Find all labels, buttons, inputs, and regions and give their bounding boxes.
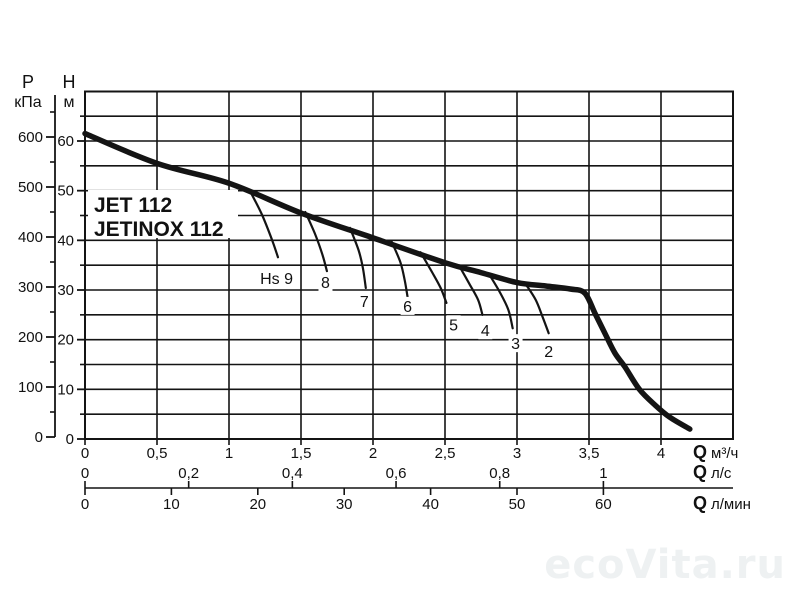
hs-curve-label: 7 bbox=[360, 294, 369, 311]
flow-axis-tick-label: 2,5 bbox=[435, 445, 456, 462]
pressure-axis-tick-label: 500 bbox=[18, 179, 43, 196]
flow-axis-tick-label: 0 bbox=[81, 496, 89, 513]
head-axis-tick-label: 40 bbox=[57, 232, 74, 249]
flow-axis-tick-label: 0,6 bbox=[386, 465, 407, 482]
flow-axis-tick-label: 2 bbox=[369, 445, 377, 462]
hs-label-background bbox=[253, 269, 300, 288]
hs-curve-6 bbox=[390, 240, 409, 299]
head-axis-unit: м bbox=[64, 94, 75, 111]
pressure-axis-tick-label: 100 bbox=[18, 379, 43, 396]
hs-curve-label: 2 bbox=[544, 344, 553, 361]
hs-curve-label: 5 bbox=[449, 317, 458, 334]
model-name-jet-112: JET 112 bbox=[94, 194, 172, 217]
pressure-axis-tick-label: 200 bbox=[18, 329, 43, 346]
hs-curve-label: 4 bbox=[481, 323, 490, 340]
hs-label-background bbox=[478, 321, 493, 340]
pressure-axis-unit: кПа bbox=[14, 94, 42, 111]
hs-label-background bbox=[400, 296, 415, 315]
hs-curve-7 bbox=[348, 226, 367, 290]
pressure-axis-tick-label: 0 bbox=[35, 429, 43, 446]
pressure-axis-tick-label: 300 bbox=[18, 279, 43, 296]
hs-curve-label: 3 bbox=[511, 336, 520, 353]
head-axis-tick-label: 20 bbox=[57, 332, 74, 349]
flow-axis-tick-label: 0,5 bbox=[147, 445, 168, 462]
head-axis-tick-label: 50 bbox=[57, 183, 74, 200]
hs-label-background bbox=[541, 342, 556, 361]
pressure-axis-name: P bbox=[22, 72, 34, 92]
flow-axis-tick-label: 0 bbox=[81, 445, 89, 462]
flow-axis-tick-label: 50 bbox=[509, 496, 526, 513]
head-axis-tick-label: 60 bbox=[57, 133, 74, 150]
hs-curve-label: 6 bbox=[403, 299, 412, 316]
hs-label-background bbox=[318, 273, 333, 292]
model-name-jetinox-112: JETINOX 112 bbox=[94, 218, 224, 241]
flow-axis-tick-label: 4 bbox=[657, 445, 665, 462]
model-label-background bbox=[88, 190, 238, 238]
hs-label-background bbox=[508, 334, 523, 353]
flow-axis-tick-label: 3,5 bbox=[579, 445, 600, 462]
hs-label-background bbox=[446, 315, 461, 334]
hs-curve-4 bbox=[458, 265, 484, 316]
flow-axis-tick-label: 1,5 bbox=[291, 445, 312, 462]
hs-curve-2 bbox=[524, 282, 550, 335]
hs-curve-5 bbox=[419, 251, 448, 305]
flow-axis-tick-label: 10 bbox=[163, 496, 180, 513]
flow-axis-tick-label: 0,8 bbox=[489, 465, 510, 482]
flow-axis-tick-label: 40 bbox=[422, 496, 439, 513]
flow-axis-tick-label: 0 bbox=[81, 465, 89, 482]
flow-axis-tick-label: 30 bbox=[336, 496, 353, 513]
flow-axis-tick-label: 60 bbox=[595, 496, 612, 513]
hs-curve-label: Hs 9 bbox=[260, 271, 293, 288]
hs-curve-label: 8 bbox=[321, 275, 330, 292]
flow-axis-tick-label: 20 bbox=[249, 496, 266, 513]
hs-label-background bbox=[357, 291, 372, 310]
hs-curve-9 bbox=[249, 191, 280, 259]
hs-curve-3 bbox=[488, 273, 514, 330]
main-pump-curve bbox=[82, 130, 693, 432]
head-axis-tick-label: 0 bbox=[66, 431, 74, 448]
flow-axis-tick-label: 0,2 bbox=[178, 465, 199, 482]
flow-axis-tick-label: 0,4 bbox=[282, 465, 303, 482]
pressure-axis-tick-label: 400 bbox=[18, 229, 43, 246]
head-axis-tick-label: 10 bbox=[57, 381, 74, 398]
flow-axis-tick-label: 1 bbox=[225, 445, 233, 462]
flow-axis-tick-label: 3 bbox=[513, 445, 521, 462]
pressure-axis-tick-label: 600 bbox=[18, 129, 43, 146]
head-axis-name: H bbox=[63, 72, 76, 92]
hs-curve-8 bbox=[304, 210, 329, 273]
head-axis-tick-label: 30 bbox=[57, 282, 74, 299]
flow-axis-tick-label: 1 bbox=[599, 465, 607, 482]
